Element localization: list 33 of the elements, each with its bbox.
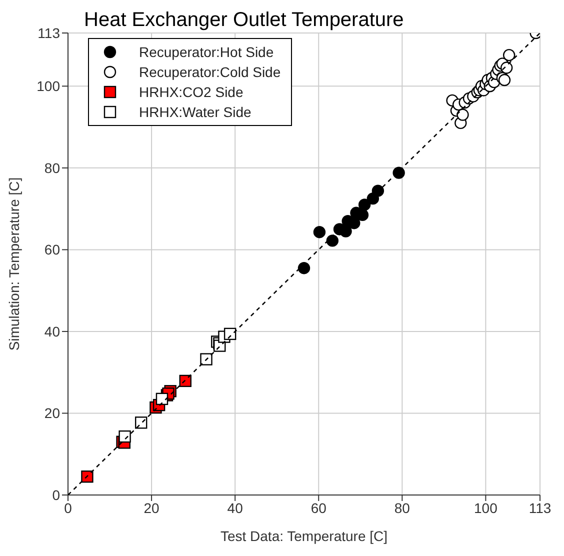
y-tick-label: 0 xyxy=(52,486,60,503)
y-tick-label: 113 xyxy=(38,24,60,41)
point xyxy=(340,225,352,238)
legend-label: Recuperator:Hot Side xyxy=(139,44,274,60)
y-tick-label: 60 xyxy=(44,242,60,258)
x-tick-label: 113 xyxy=(528,500,552,516)
x-tick-label: 20 xyxy=(144,500,160,516)
legend-label: Recuperator:Cold Side xyxy=(139,64,281,80)
y-tick-label: 40 xyxy=(44,323,60,340)
x-tick-label: 100 xyxy=(474,500,498,516)
x-tick-label: 0 xyxy=(64,500,72,516)
point xyxy=(313,226,326,238)
point xyxy=(372,184,384,197)
y-tick-label: 100 xyxy=(36,78,60,94)
legend-label: HRHX:Water Side xyxy=(139,104,252,120)
point xyxy=(326,234,339,247)
point xyxy=(118,430,131,443)
y-tick-label: 20 xyxy=(44,405,60,422)
point xyxy=(81,470,94,483)
x-axis-title: Test Data: Temperature [C] xyxy=(220,528,388,544)
point xyxy=(156,392,168,406)
y-axis-title: Simulation: Temperature [C] xyxy=(6,177,22,351)
x-tick-label: 40 xyxy=(227,500,244,516)
point xyxy=(392,166,405,179)
point xyxy=(224,328,236,340)
point xyxy=(348,217,360,230)
point xyxy=(298,262,310,274)
x-tick-label: 60 xyxy=(310,500,327,516)
y-tick-label: 80 xyxy=(44,160,60,176)
legend-label: HRHX:CO2 Side xyxy=(139,84,244,100)
point xyxy=(179,374,192,388)
chart-title: Heat Exchanger Outlet Temperature xyxy=(84,8,404,32)
x-tick-label: 80 xyxy=(394,500,410,516)
